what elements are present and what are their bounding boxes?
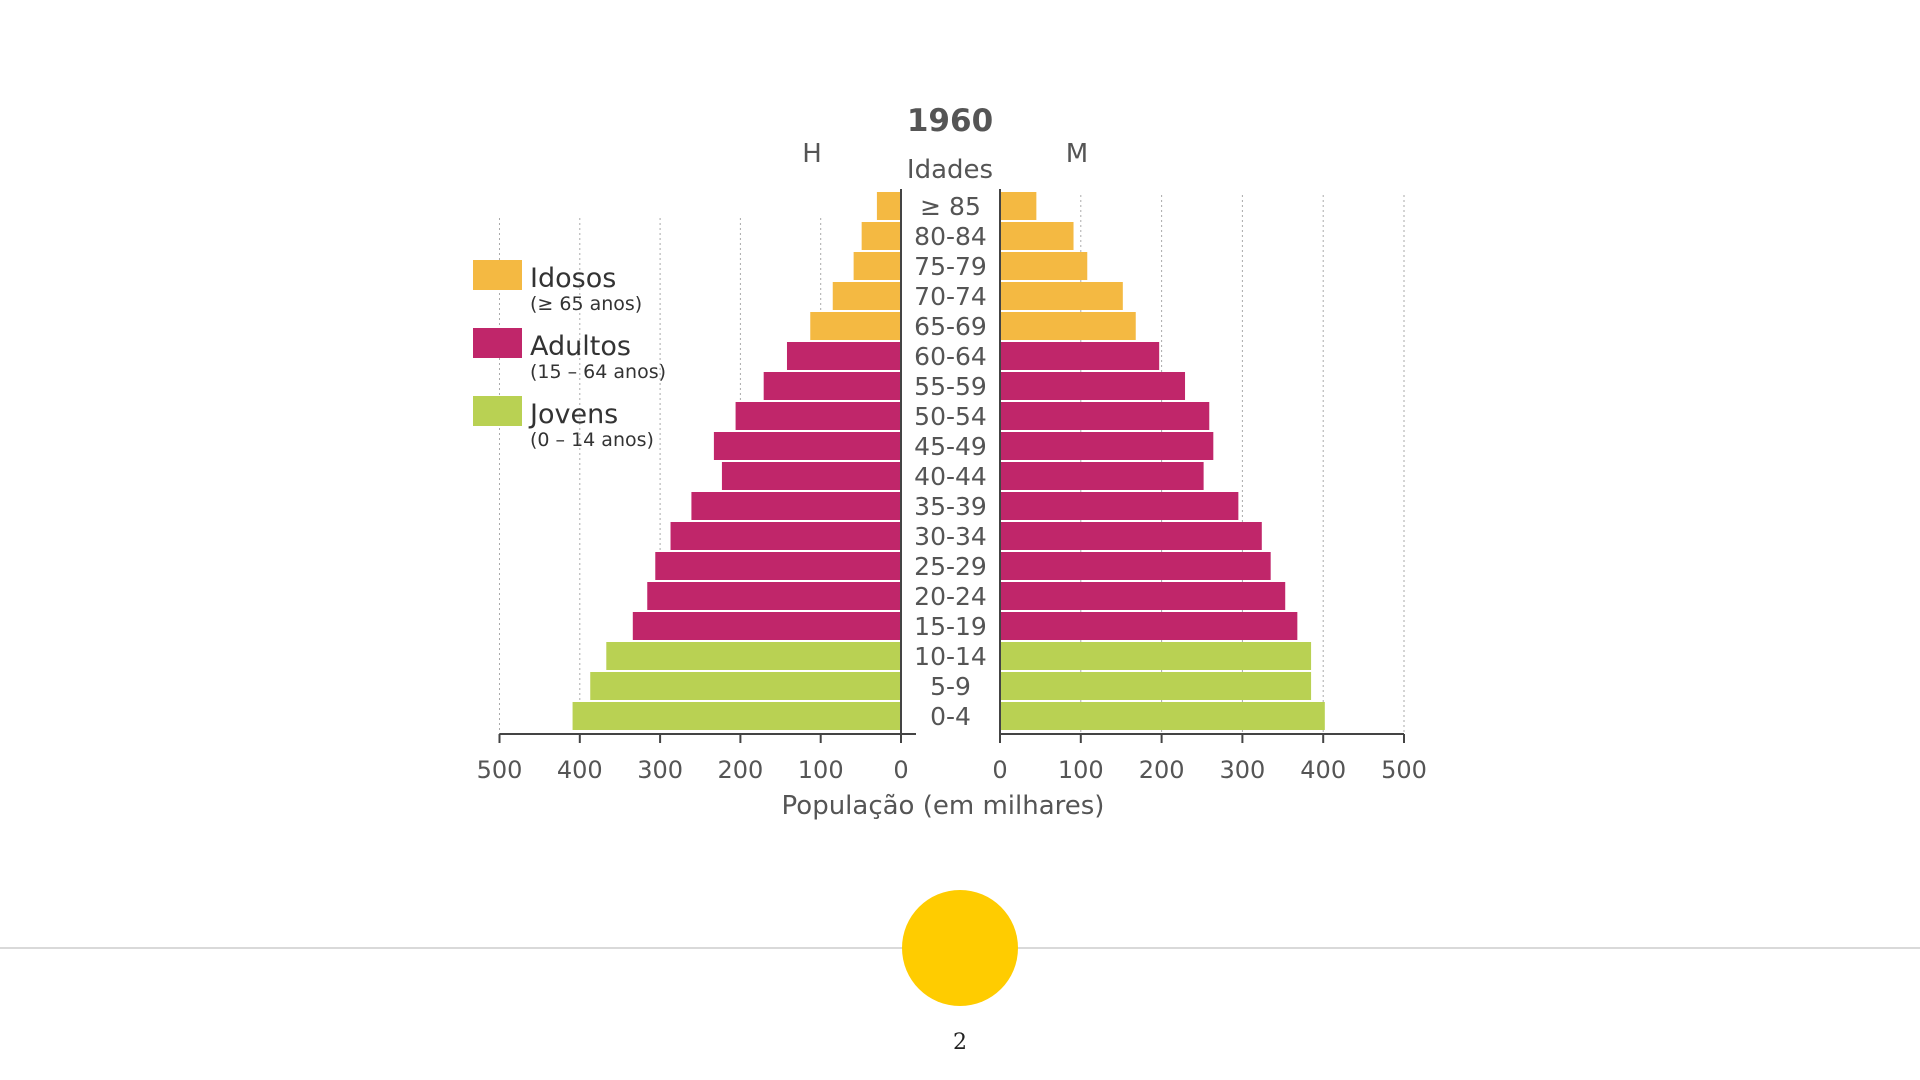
bar-m-0-4 — [1000, 702, 1325, 730]
bar-h-35-39 — [691, 492, 901, 520]
men-label: H — [802, 139, 822, 169]
bar-h-45-49 — [713, 432, 901, 460]
ages-label: Idades — [907, 155, 993, 185]
tick-label-left: 400 — [557, 756, 603, 784]
tick-label-left: 500 — [477, 756, 523, 784]
bars — [572, 192, 1325, 730]
tick-label-left: 0 — [893, 756, 908, 784]
bar-h-30-34 — [670, 522, 901, 550]
tick-label-right: 0 — [992, 756, 1007, 784]
bar-m-10-14 — [1000, 642, 1312, 670]
tick-label-right: 400 — [1300, 756, 1346, 784]
age-label: 35-39 — [914, 492, 987, 521]
bar-h-≥ 85 — [876, 192, 901, 220]
age-label: 65-69 — [914, 312, 987, 341]
bar-m-50-54 — [1000, 402, 1210, 430]
bar-h-55-59 — [763, 372, 901, 400]
bar-m-80-84 — [1000, 222, 1074, 250]
age-label: 0-4 — [930, 702, 971, 731]
bar-m-40-44 — [1000, 462, 1204, 490]
axes: 0 0 100 100 200 200 300 300 400 400 500 500 — [477, 189, 1427, 784]
bar-h-80-84 — [861, 222, 901, 250]
age-label: 75-79 — [914, 252, 987, 281]
women-label: M — [1066, 139, 1088, 169]
age-label: 45-49 — [914, 432, 987, 461]
legend-label: Adultos — [530, 331, 631, 362]
age-label: 30-34 — [914, 522, 987, 551]
tick-label-right: 100 — [1058, 756, 1104, 784]
legend-label: Idosos — [530, 263, 616, 294]
tick-label-right: 300 — [1219, 756, 1265, 784]
legend: Idosos(≥ 65 anos) Adultos(15 – 64 anos) Jo… — [473, 260, 666, 451]
x-axis-label: População (em milhares) — [782, 791, 1105, 821]
tick-label-left: 100 — [798, 756, 844, 784]
tick-label-right: 200 — [1139, 756, 1185, 784]
age-label: 50-54 — [914, 402, 987, 431]
bar-m-60-64 — [1000, 342, 1160, 370]
age-label: 10-14 — [914, 642, 987, 671]
age-label: 70-74 — [914, 282, 987, 311]
age-label: 80-84 — [914, 222, 987, 251]
legend-swatch-idosos — [473, 260, 522, 290]
population-pyramid-chart: 0 0 100 100 200 200 300 300 400 400 500 500 ≥ 8580-… — [473, 103, 1427, 821]
age-label: ≥ 85 — [920, 192, 981, 221]
chart-title: 1960 — [907, 103, 993, 139]
age-label: 15-19 — [914, 612, 987, 641]
tick-label-left: 200 — [717, 756, 763, 784]
bar-m-65-69 — [1000, 312, 1136, 340]
age-label: 5-9 — [930, 672, 971, 701]
bar-m-75-79 — [1000, 252, 1088, 280]
bar-m-25-29 — [1000, 552, 1271, 580]
tick-label-left: 300 — [637, 756, 683, 784]
bar-m-55-59 — [1000, 372, 1186, 400]
tick-label-right: 500 — [1381, 756, 1427, 784]
legend-swatch-adultos — [473, 328, 522, 358]
legend-sublabel: (≥ 65 anos) — [530, 293, 642, 315]
age-label: 60-64 — [914, 342, 987, 371]
footer-dot — [902, 890, 1018, 1006]
age-label: 25-29 — [914, 552, 987, 581]
bar-h-70-74 — [832, 282, 901, 310]
bar-m-45-49 — [1000, 432, 1214, 460]
bar-m-≥ 85 — [1000, 192, 1037, 220]
bar-h-50-54 — [735, 402, 901, 430]
bar-h-20-24 — [647, 582, 901, 610]
legend-swatch-jovens — [473, 396, 522, 426]
age-label: 40-44 — [914, 462, 987, 491]
bar-h-65-69 — [810, 312, 901, 340]
bar-h-40-44 — [721, 462, 901, 490]
bar-h-60-64 — [786, 342, 901, 370]
bar-m-70-74 — [1000, 282, 1123, 310]
legend-sublabel: (0 – 14 anos) — [530, 429, 654, 451]
legend-label: Jovens — [528, 399, 618, 430]
page-number: 2 — [953, 1030, 967, 1055]
age-label: 20-24 — [914, 582, 987, 611]
bar-h-5-9 — [590, 672, 901, 700]
bar-h-75-79 — [853, 252, 901, 280]
bar-h-15-19 — [632, 612, 901, 640]
labels: ≥ 8580-8475-7970-7465-6960-6455-5950-544… — [782, 103, 1105, 821]
legend-sublabel: (15 – 64 anos) — [530, 361, 666, 383]
bar-h-0-4 — [572, 702, 901, 730]
age-label: 55-59 — [914, 372, 987, 401]
bar-m-35-39 — [1000, 492, 1239, 520]
bar-m-30-34 — [1000, 522, 1262, 550]
bar-m-15-19 — [1000, 612, 1298, 640]
bar-m-5-9 — [1000, 672, 1312, 700]
bar-h-25-29 — [655, 552, 901, 580]
bar-h-10-14 — [606, 642, 901, 670]
bar-m-20-24 — [1000, 582, 1286, 610]
